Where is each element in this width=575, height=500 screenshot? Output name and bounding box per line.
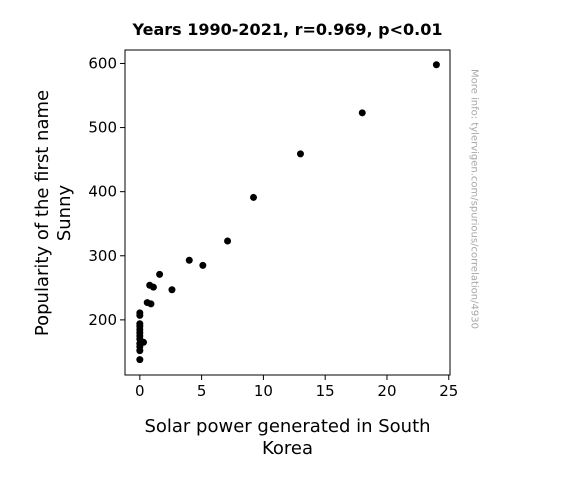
data-point xyxy=(156,270,164,278)
data-point xyxy=(199,261,207,269)
x-tick-label: 0 xyxy=(135,382,145,400)
y-tick-label: 600 xyxy=(88,54,117,72)
data-points xyxy=(136,61,440,364)
y-axis-label: Popularity of the first name Sunny xyxy=(32,89,75,337)
y-axis-ticks: 200 300 400 500 600 xyxy=(88,54,125,329)
x-tick-label: 25 xyxy=(439,382,458,400)
plot-area xyxy=(124,49,451,376)
x-tick-label: 20 xyxy=(377,382,396,400)
watermark-text: More info: tylervigen.com/spurious/corre… xyxy=(468,69,480,329)
data-point xyxy=(250,193,258,201)
x-tick-label: 15 xyxy=(316,382,335,400)
data-point xyxy=(140,338,148,346)
data-point xyxy=(149,283,157,291)
data-point xyxy=(296,150,304,158)
chart-title: Years 1990-2021, r=0.969, p<0.01 xyxy=(132,20,443,39)
x-axis-label: Solar power generated in South Korea xyxy=(144,416,431,459)
x-tick-label: 10 xyxy=(254,382,273,400)
data-point xyxy=(224,237,232,245)
data-point xyxy=(358,109,366,117)
data-point xyxy=(185,256,193,264)
data-point xyxy=(168,286,176,294)
y-tick-label: 500 xyxy=(88,119,117,137)
data-point xyxy=(147,300,155,308)
data-point xyxy=(136,320,144,328)
y-tick-label: 200 xyxy=(88,311,117,329)
x-axis-ticks: 0 5 10 15 20 25 xyxy=(135,375,458,400)
data-point xyxy=(136,309,144,317)
x-tick-label: 5 xyxy=(197,382,207,400)
y-tick-label: 300 xyxy=(88,247,117,265)
y-tick-label: 400 xyxy=(88,183,117,201)
data-point xyxy=(136,356,144,364)
data-point xyxy=(432,61,440,69)
